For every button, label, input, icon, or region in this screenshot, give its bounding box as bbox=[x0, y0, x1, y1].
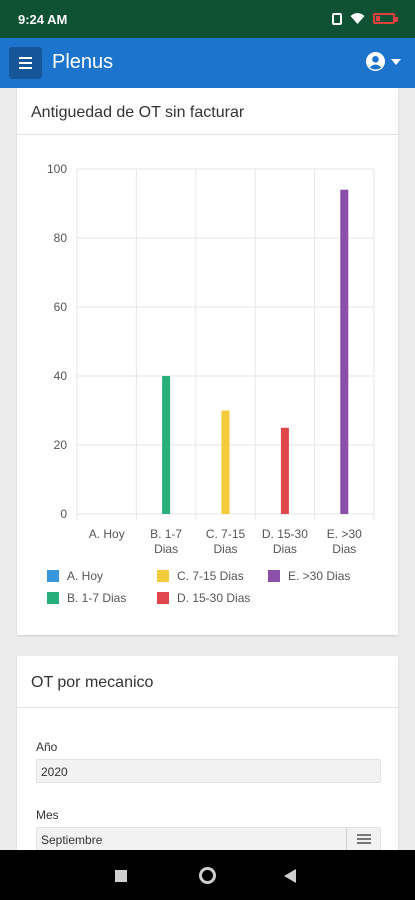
y-tick-label: 40 bbox=[54, 369, 68, 383]
user-circle-icon bbox=[366, 52, 385, 71]
chevron-down-icon bbox=[391, 58, 401, 65]
app-bar: Plenus bbox=[0, 38, 415, 88]
legend-label: D. 15-30 Dias bbox=[177, 591, 251, 605]
status-time: 9:24 AM bbox=[18, 12, 68, 27]
legend-item-30[interactable]: E. >30 Dias bbox=[268, 569, 350, 583]
x-tick-label: E. >30 bbox=[327, 527, 362, 541]
y-tick-label: 80 bbox=[54, 231, 68, 245]
legend-label: C. 7-15 Dias bbox=[177, 569, 244, 583]
legend-item-7-15[interactable]: C. 7-15 Dias bbox=[157, 569, 244, 583]
legend-label: A. Hoy bbox=[67, 569, 104, 583]
legend-swatch bbox=[47, 570, 59, 582]
x-tick-label: Dias bbox=[213, 542, 237, 556]
x-tick-label: B. 1-7 bbox=[150, 527, 182, 541]
legend-swatch bbox=[157, 570, 169, 582]
legend-item-1-7[interactable]: B. 1-7 Dias bbox=[47, 591, 126, 605]
x-tick-label: Dias bbox=[273, 542, 297, 556]
legend-item-hoy[interactable]: A. Hoy bbox=[47, 569, 103, 583]
wifi-icon bbox=[350, 13, 365, 24]
month-value: Septiembre bbox=[41, 833, 103, 847]
chart-card: Antiguedad de OT sin facturar 0 20 40 60 80 1… bbox=[17, 88, 398, 635]
legend-label: E. >30 Dias bbox=[288, 569, 351, 583]
y-tick-label: 0 bbox=[60, 507, 67, 521]
y-tick-label: 100 bbox=[47, 162, 67, 176]
hamburger-menu-icon[interactable] bbox=[9, 47, 42, 79]
month-label: Mes bbox=[36, 808, 59, 822]
legend-swatch bbox=[157, 592, 169, 604]
legend-item-15-30[interactable]: D. 15-30 Dias bbox=[157, 591, 250, 605]
home-icon[interactable] bbox=[199, 867, 216, 884]
x-tick-label: C. 7-15 bbox=[206, 527, 246, 541]
vibrate-icon bbox=[332, 12, 342, 25]
x-tick-label: A. Hoy bbox=[89, 527, 125, 541]
x-tick-label: Dias bbox=[154, 542, 178, 556]
recent-apps-icon[interactable] bbox=[115, 870, 127, 882]
mechanic-card-title: OT por mecanico bbox=[17, 656, 398, 708]
bar bbox=[162, 376, 171, 514]
chart-card-title: Antiguedad de OT sin facturar bbox=[17, 88, 398, 135]
system-nav-bar bbox=[0, 850, 415, 900]
main-content[interactable]: Antiguedad de OT sin facturar 0 20 40 60 80 1… bbox=[0, 88, 415, 850]
y-tick-label: 60 bbox=[54, 300, 68, 314]
y-tick-label: 20 bbox=[54, 438, 68, 452]
x-tick-label: D. 15-30 bbox=[262, 527, 308, 541]
bar bbox=[221, 410, 230, 514]
legend-label: B. 1-7 Dias bbox=[67, 591, 127, 605]
bar bbox=[280, 427, 289, 514]
status-bar: 9:24 AM bbox=[0, 0, 415, 38]
battery-low-icon bbox=[373, 13, 398, 24]
month-select[interactable]: Septiembre bbox=[36, 827, 381, 850]
app-title: Plenus bbox=[52, 51, 114, 73]
list-icon[interactable] bbox=[346, 828, 380, 850]
year-field[interactable]: 2020 bbox=[36, 759, 381, 783]
back-icon[interactable] bbox=[284, 869, 296, 883]
bar bbox=[340, 189, 349, 514]
status-icons bbox=[332, 12, 398, 25]
legend-swatch bbox=[47, 592, 59, 604]
legend-swatch bbox=[268, 570, 280, 582]
year-label: Año bbox=[36, 740, 58, 754]
user-menu-button[interactable] bbox=[366, 52, 401, 71]
year-value: 2020 bbox=[41, 765, 68, 779]
x-tick-label: Dias bbox=[332, 542, 356, 556]
mechanic-card: OT por mecanico Año 2020 Mes Septiembre bbox=[17, 656, 398, 850]
